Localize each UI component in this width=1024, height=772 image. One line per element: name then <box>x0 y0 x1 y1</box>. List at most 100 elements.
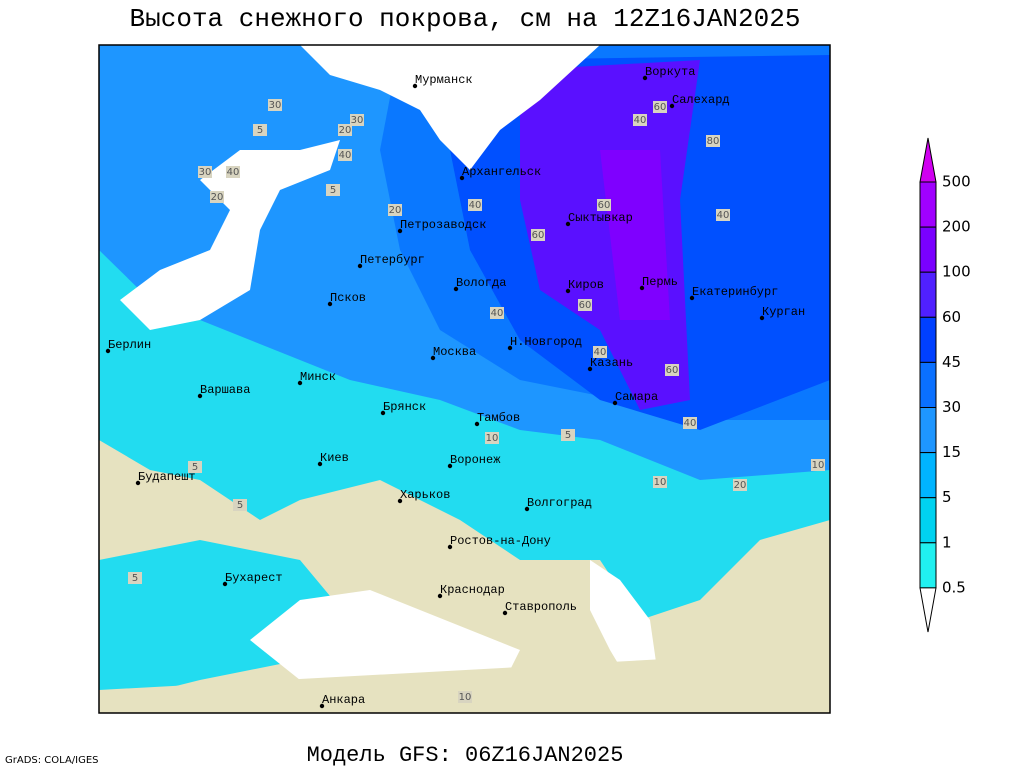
city-label: Анкара <box>322 693 365 707</box>
city-dot <box>437 593 443 599</box>
legend-label: 100 <box>942 263 971 281</box>
city-label: Н.Новгород <box>510 335 582 349</box>
contour-label-box <box>490 307 504 319</box>
contour-label: 60 <box>666 365 679 376</box>
city-label: Пермь <box>642 275 678 289</box>
contour-label-box <box>811 459 825 471</box>
city-dot <box>135 480 141 486</box>
city-dot <box>317 461 323 467</box>
legend-swatch <box>919 316 937 363</box>
contour-label: 10 <box>486 433 499 444</box>
city-label: Воронеж <box>450 453 501 467</box>
contour-label-box <box>706 135 720 147</box>
legend-label: 60 <box>942 308 961 326</box>
city-label: Будапешт <box>138 470 196 484</box>
contour-label: 10 <box>654 477 667 488</box>
city-label: Киев <box>320 451 349 465</box>
city-dot <box>642 75 648 81</box>
contour-label: 20 <box>389 205 402 216</box>
contour-label: 5 <box>257 125 263 136</box>
city-label: Киров <box>568 278 604 292</box>
contour-label-box <box>338 124 352 136</box>
contour-label: 60 <box>654 102 667 113</box>
legend-label: 15 <box>942 443 961 461</box>
credit: GrADS: COLA/IGES <box>5 755 99 766</box>
city-dot <box>357 263 363 269</box>
legend-label: 1 <box>942 533 952 551</box>
contour-label-box <box>233 499 247 511</box>
city-dot <box>397 498 403 504</box>
city-dot <box>474 421 480 427</box>
contour-label: 40 <box>717 210 730 221</box>
contour-label-box <box>485 432 499 444</box>
contour-label-box <box>350 114 364 126</box>
contour-label: 40 <box>491 308 504 319</box>
contour-label: 20 <box>211 192 224 203</box>
contour-label: 40 <box>339 150 352 161</box>
contour-label-box <box>326 184 340 196</box>
legend: 500 200 100 60 45 30 15 5 1 0.5 <box>919 137 971 633</box>
legend-swatch <box>919 452 937 499</box>
city-dot <box>222 581 228 587</box>
city-label: Брянск <box>383 400 426 414</box>
contour-label-box <box>633 114 647 126</box>
city-dot <box>639 285 645 291</box>
contour-label: 30 <box>199 167 212 178</box>
legend-label: 5 <box>942 488 952 506</box>
contour-label-box <box>188 461 202 473</box>
contour-label-box <box>578 299 592 311</box>
contour-label-box <box>210 191 224 203</box>
city-dot <box>524 506 530 512</box>
contour-label: 5 <box>330 185 336 196</box>
city-label: Ставрополь <box>505 600 577 614</box>
legend-swatch <box>919 407 937 454</box>
city-dot <box>689 295 695 301</box>
city-label: Берлин <box>108 338 151 352</box>
city-label: Екатеринбург <box>692 285 778 299</box>
city-dot <box>669 103 675 109</box>
legend-label: 30 <box>942 398 961 416</box>
contour-label: 5 <box>192 462 198 473</box>
city-label: Вологда <box>456 276 506 290</box>
contour-label-box <box>733 479 747 491</box>
contour-label-box <box>653 476 667 488</box>
contour-label: 40 <box>634 115 647 126</box>
city-dot <box>197 393 203 399</box>
city-dot <box>319 703 325 709</box>
city-dot <box>447 544 453 550</box>
contour-label: 20 <box>734 480 747 491</box>
city-dot <box>565 288 571 294</box>
legend-swatch <box>919 497 937 544</box>
city-dot <box>327 301 333 307</box>
contour-label: 10 <box>812 460 825 471</box>
contour-label: 30 <box>269 100 282 111</box>
city-label: Москва <box>433 345 476 359</box>
city-dot <box>453 286 459 292</box>
city-label: Псков <box>330 291 366 305</box>
contour-label-box <box>561 429 575 441</box>
contour-label-box <box>198 166 212 178</box>
contour-label-box <box>665 364 679 376</box>
contour-label-box <box>593 346 607 358</box>
city-dot <box>565 221 571 227</box>
contour-label-box <box>253 124 267 136</box>
contour-label-box <box>716 209 730 221</box>
contour-label-box <box>268 99 282 111</box>
city-dot <box>759 315 765 321</box>
contour-label: 30 <box>351 115 364 126</box>
city-label: Сыктывкар <box>568 211 633 225</box>
city-label: Краснодар <box>440 583 505 597</box>
contour-label: 40 <box>684 418 697 429</box>
city-dot <box>380 410 386 416</box>
city-dot <box>412 83 418 89</box>
contour-label-box <box>683 417 697 429</box>
city-label: Петербург <box>360 253 425 267</box>
contour-label: 80 <box>707 136 720 147</box>
city-label: Волгоград <box>527 496 592 510</box>
legend-swatch <box>919 271 937 318</box>
contour-label: 5 <box>237 500 243 511</box>
legend-label: 45 <box>942 353 961 371</box>
city-label: Петрозаводск <box>400 218 486 232</box>
legend-label: 0.5 <box>942 578 966 596</box>
city-label: Воркута <box>645 65 695 79</box>
